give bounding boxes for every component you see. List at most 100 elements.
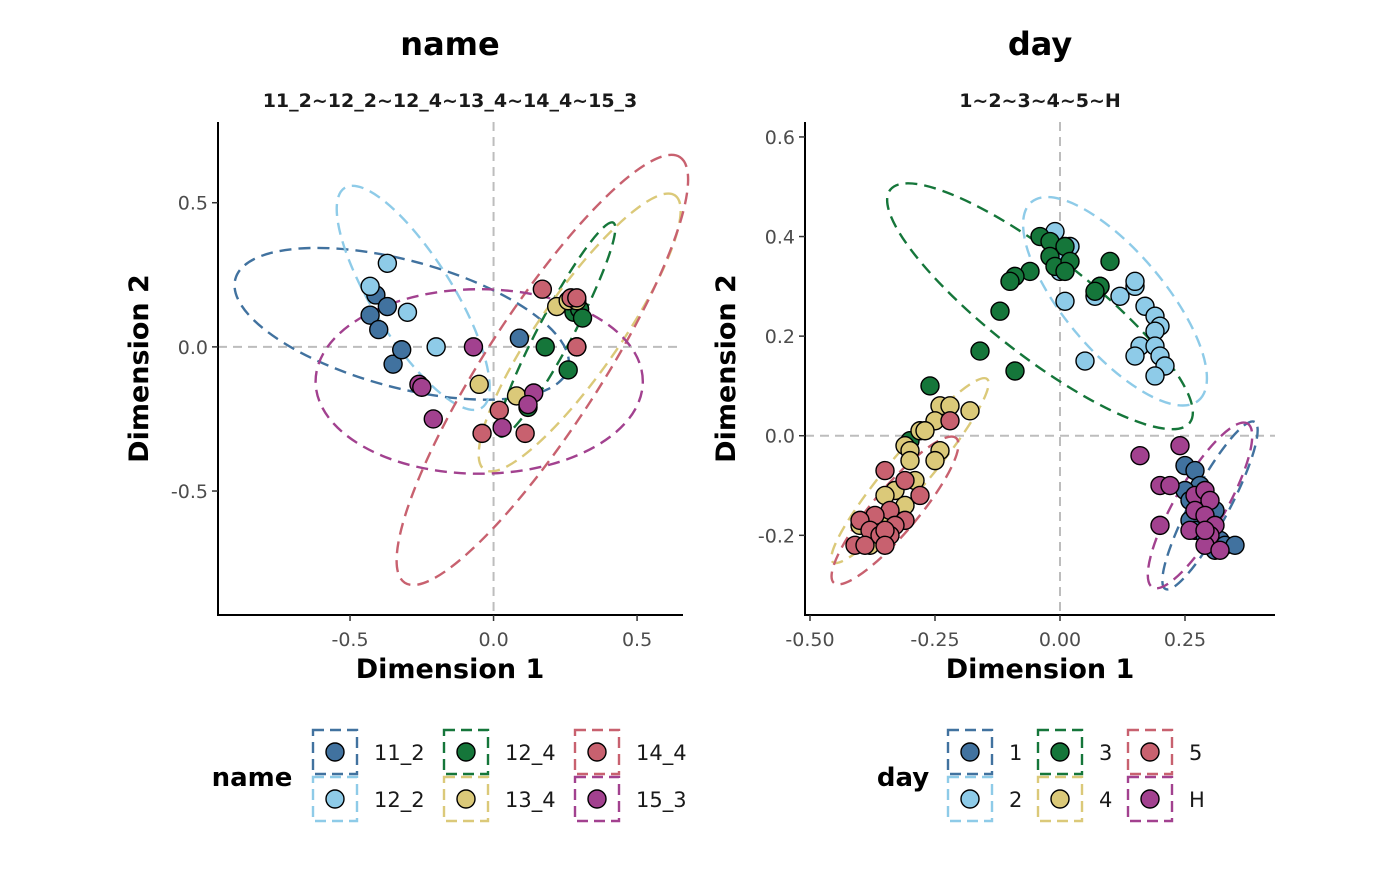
point-11_2 xyxy=(369,319,389,340)
y-axis-label: Dimension 2 xyxy=(711,274,742,463)
point-4 xyxy=(925,450,945,471)
point-3 xyxy=(970,341,990,361)
point-11_2 xyxy=(383,354,403,374)
point-12_2 xyxy=(397,302,418,322)
legend-key-point xyxy=(1050,789,1070,809)
point-11_2 xyxy=(360,305,380,325)
point-11_2 xyxy=(377,296,398,317)
legend-title: name xyxy=(212,763,293,793)
legend-item-4: 4 xyxy=(1036,775,1112,823)
legend-key-box xyxy=(1036,728,1084,776)
legend-item-12_2: 12_2 xyxy=(311,775,425,823)
ellipse-13_4 xyxy=(451,172,708,492)
panel-name: name 11_2~12_2~12_4~13_4~14_4~15_3 -0.5 0.0… xyxy=(124,25,728,821)
legend-key-point xyxy=(1140,742,1160,762)
point-3 xyxy=(1000,271,1020,292)
ellipse-4 xyxy=(818,366,1003,575)
chart-title: day xyxy=(1008,25,1073,63)
x-tick-label: 0.0 xyxy=(478,629,508,651)
x-tick-label: -0.5 xyxy=(331,629,368,651)
ellipse-12_2 xyxy=(311,166,516,429)
chart-subtitle: 1~2~3~4~5~H xyxy=(959,90,1121,112)
ellipse-14_4 xyxy=(357,126,728,614)
legend-label: 12_2 xyxy=(374,788,425,813)
point-3 xyxy=(1085,281,1105,302)
y-tick-label: 0.2 xyxy=(765,326,795,348)
legend-label: 1 xyxy=(1009,741,1022,765)
point-2 xyxy=(1125,271,1145,292)
legend: name 11_2 12_2 12_4 13_4 14_4 15_3 xyxy=(212,728,687,823)
point-15_3 xyxy=(423,409,443,429)
point-15_3 xyxy=(492,417,512,438)
legend-item-11_2: 11_2 xyxy=(311,728,425,776)
point-14_4 xyxy=(472,423,492,444)
point-H xyxy=(1210,540,1230,560)
point-H xyxy=(1130,445,1150,466)
legend-label: 12_4 xyxy=(505,741,556,766)
legend-item-2: 2 xyxy=(946,775,1022,823)
point-3 xyxy=(920,376,940,396)
legend-item-14_4: 14_4 xyxy=(573,728,687,776)
point-15_3 xyxy=(463,337,484,357)
legend-label: 5 xyxy=(1189,741,1202,765)
point-H xyxy=(1150,515,1170,536)
ellipse-2 xyxy=(993,170,1237,432)
legend-key-box xyxy=(946,775,994,823)
y-tick-label: -0.2 xyxy=(758,525,795,547)
legend-key-point xyxy=(960,789,980,809)
x-axis-label: Dimension 1 xyxy=(946,654,1135,685)
legend-label: 3 xyxy=(1099,741,1112,765)
point-2 xyxy=(1125,346,1145,366)
y-tick-label: 0.6 xyxy=(765,127,795,149)
point-11_2 xyxy=(509,328,530,348)
legend-key-box xyxy=(1036,775,1084,823)
point-4 xyxy=(900,450,920,471)
legend-key-box xyxy=(442,775,490,823)
legend-key-point xyxy=(1140,789,1160,809)
legend-key-point xyxy=(960,742,980,762)
point-3 xyxy=(990,301,1010,321)
y-tick-label: 0.0 xyxy=(765,426,795,448)
point-3 xyxy=(1005,361,1025,381)
legend-key-box xyxy=(573,728,621,776)
point-2 xyxy=(1110,286,1130,306)
legend-key-box xyxy=(946,728,994,776)
ellipse-3 xyxy=(859,151,1220,462)
point-15_3 xyxy=(518,394,538,415)
y-tick-label: -0.5 xyxy=(171,481,208,503)
legend-key-point xyxy=(1050,742,1070,762)
legend-label: 14_4 xyxy=(636,741,687,766)
legend-key-point xyxy=(325,742,345,762)
legend-key-point xyxy=(325,789,345,809)
x-tick-label: 0.5 xyxy=(622,629,652,651)
legend-key-box xyxy=(442,728,490,776)
point-14_4 xyxy=(532,279,553,299)
legend-item-5: 5 xyxy=(1126,728,1202,776)
point-12_4 xyxy=(572,308,593,328)
point-12_4 xyxy=(558,360,578,380)
legend-label: 2 xyxy=(1009,788,1022,812)
legend-key-box xyxy=(573,775,621,823)
point-12_2 xyxy=(426,337,446,357)
legend-key-box xyxy=(1126,728,1174,776)
point-3 xyxy=(1055,261,1075,282)
y-tick-label: 0.0 xyxy=(178,337,208,359)
legend-key-point xyxy=(456,742,476,762)
point-11_2 xyxy=(392,340,412,360)
legend-key-point xyxy=(587,742,607,762)
y-tick-label: 0.5 xyxy=(178,193,208,215)
point-5 xyxy=(875,535,895,555)
legend: day 1 2 3 4 5 H xyxy=(877,728,1205,823)
x-axis-label: Dimension 1 xyxy=(356,654,545,685)
point-5 xyxy=(895,470,915,491)
y-axis-label: Dimension 2 xyxy=(124,274,155,463)
y-tick-label: 0.4 xyxy=(765,227,795,249)
point-14_4 xyxy=(489,400,509,421)
point-5 xyxy=(910,485,930,506)
point-14_4 xyxy=(567,337,587,357)
legend-key-point xyxy=(587,789,607,809)
point-12_2 xyxy=(377,253,398,273)
point-5 xyxy=(855,535,875,555)
